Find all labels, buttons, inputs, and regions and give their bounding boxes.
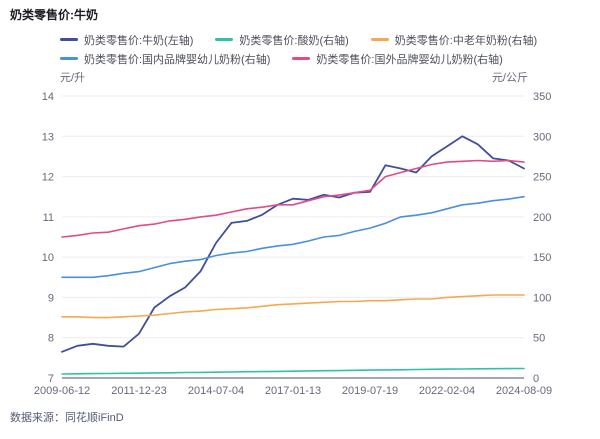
legend-label: 奶类零售价:中老年奶粉(右轴) <box>394 34 538 47</box>
x-axis-tick: 2011-12-23 <box>111 385 166 397</box>
legend-dash-icon <box>60 57 78 60</box>
y-axis-tick-left: 9 <box>48 292 54 304</box>
page-title: 奶类零售价:牛奶 <box>10 8 98 22</box>
legend-dash-icon <box>292 57 311 60</box>
x-axis-tick: 2017-01-13 <box>265 385 321 397</box>
left-axis-unit: 元/升 <box>60 71 85 84</box>
x-axis-tick: 2009-06-12 <box>34 385 90 397</box>
y-axis-tick-right: 150 <box>533 252 551 264</box>
right-axis-unit: 元/公斤 <box>492 71 528 84</box>
y-axis-tick-left: 10 <box>42 252 54 264</box>
legend-row: 奶类零售价:国内品牌婴幼儿奶粉(右轴) 奶类零售价:国外品牌婴幼儿奶粉(右轴) <box>60 49 580 68</box>
y-axis-tick-right: 100 <box>533 292 551 304</box>
data-source: 数据来源：同花顺iFinD <box>10 412 124 424</box>
legend-item-milk[interactable]: 奶类零售价:牛奶(左轴) <box>60 32 193 48</box>
legend-label: 奶类零售价:国外品牌婴幼儿奶粉(右轴) <box>316 53 503 66</box>
legend: 奶类零售价:牛奶(左轴) 奶类零售价:酸奶(右轴) 奶类零售价:中老年奶粉(右轴) 奶… <box>60 30 580 68</box>
legend-row: 奶类零售价:牛奶(左轴) 奶类零售价:酸奶(右轴) 奶类零售价:中老年奶粉(右轴) <box>60 30 580 49</box>
y-axis-tick-right: 0 <box>533 373 539 385</box>
y-axis-tick-left: 14 <box>42 91 54 103</box>
legend-item-yogurt[interactable]: 奶类零售价:酸奶(右轴) <box>215 32 349 48</box>
y-axis-tick-left: 8 <box>48 333 54 345</box>
series-line-middle-aged-powder[interactable] <box>61 294 525 319</box>
x-axis-tick: 2014-07-04 <box>188 385 244 397</box>
legend-dash-icon <box>60 38 78 41</box>
y-axis-tick-right: 300 <box>533 131 551 143</box>
legend-label: 奶类零售价:国内品牌婴幼儿奶粉(右轴) <box>84 53 271 66</box>
price-line-chart: 元/升 元/公斤 14 13 12 11 10 9 8 7 350 300 250 200 150 100… <box>34 71 552 397</box>
y-axis-tick-left: 13 <box>42 131 54 143</box>
series-line-milk[interactable] <box>61 135 525 353</box>
y-axis-tick-right: 50 <box>533 333 545 345</box>
legend-item-domestic-infant-formula[interactable]: 奶类零售价:国内品牌婴幼儿奶粉(右轴) <box>60 51 270 67</box>
y-axis-tick-right: 350 <box>533 91 551 103</box>
y-axis-tick-right: 250 <box>533 172 551 184</box>
x-axis-tick: 2024-08-09 <box>496 385 552 397</box>
y-axis-tick-right: 200 <box>533 212 551 224</box>
series-line-yogurt[interactable] <box>61 367 525 375</box>
series-line-domestic-infant-formula[interactable] <box>61 195 525 279</box>
legend-label: 奶类零售价:酸奶(右轴) <box>239 34 349 47</box>
x-axis-tick: 2019-07-19 <box>342 385 398 397</box>
legend-label: 奶类零售价:牛奶(左轴) <box>84 34 194 47</box>
y-axis-tick-left: 12 <box>42 172 54 184</box>
legend-dash-icon <box>215 38 234 41</box>
legend-item-foreign-infant-formula[interactable]: 奶类零售价:国外品牌婴幼儿奶粉(右轴) <box>292 51 503 67</box>
legend-dash-icon <box>370 38 389 41</box>
y-axis-tick-left: 11 <box>43 212 54 224</box>
legend-item-middle-aged-powder[interactable]: 奶类零售价:中老年奶粉(右轴) <box>370 32 538 48</box>
series-line-foreign-infant-formula[interactable] <box>61 159 525 238</box>
x-axis-tick: 2022-02-04 <box>419 385 475 397</box>
y-axis-tick-left: 7 <box>48 373 54 385</box>
